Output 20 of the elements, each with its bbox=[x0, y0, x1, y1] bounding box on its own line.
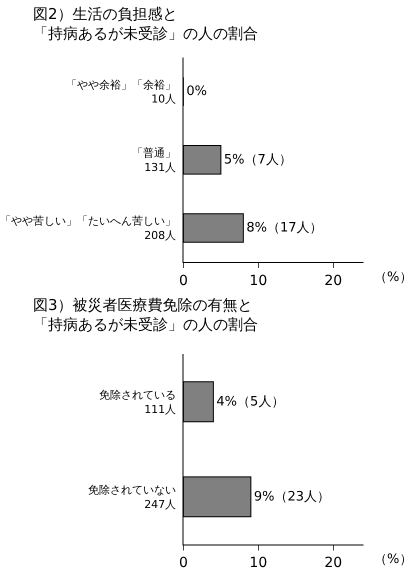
y-tick-label: 「やや余裕」「余裕」 10人 bbox=[66, 78, 176, 106]
chart-title: 図2）生活の負担感と「持病あるが未受診」の人の割合 bbox=[33, 5, 258, 42]
y-tick-label: 「普通」 131人 bbox=[132, 146, 176, 174]
chart-title: 図3）被災者医療費免除の有無と「持病あるが未受診」の人の割合 bbox=[33, 296, 258, 334]
x-axis-title: （%） bbox=[374, 552, 412, 567]
data-label: 4%（5人） bbox=[216, 394, 284, 410]
x-tick-label: 20 bbox=[324, 272, 342, 289]
x-tick-label: 10 bbox=[249, 555, 268, 572]
y-tick-label: 「やや苦しい」「たいへん苦しい」 208人 bbox=[0, 214, 176, 242]
y-tick-label: 免除されていない 247人 bbox=[88, 484, 176, 511]
data-label: 0% bbox=[186, 84, 208, 100]
y-tick-label: 免除されている 111人 bbox=[99, 388, 176, 416]
x-tick-label: 20 bbox=[324, 555, 342, 572]
data-label: 5%（7人） bbox=[224, 152, 292, 168]
data-label: 9%（23人） bbox=[254, 489, 330, 504]
x-tick-label: 10 bbox=[249, 272, 268, 289]
data-label: 8%（17人） bbox=[246, 220, 323, 236]
x-axis-title: （%） bbox=[374, 270, 412, 285]
x-tick-label: 0 bbox=[178, 272, 188, 289]
x-tick-label: 0 bbox=[178, 555, 188, 572]
